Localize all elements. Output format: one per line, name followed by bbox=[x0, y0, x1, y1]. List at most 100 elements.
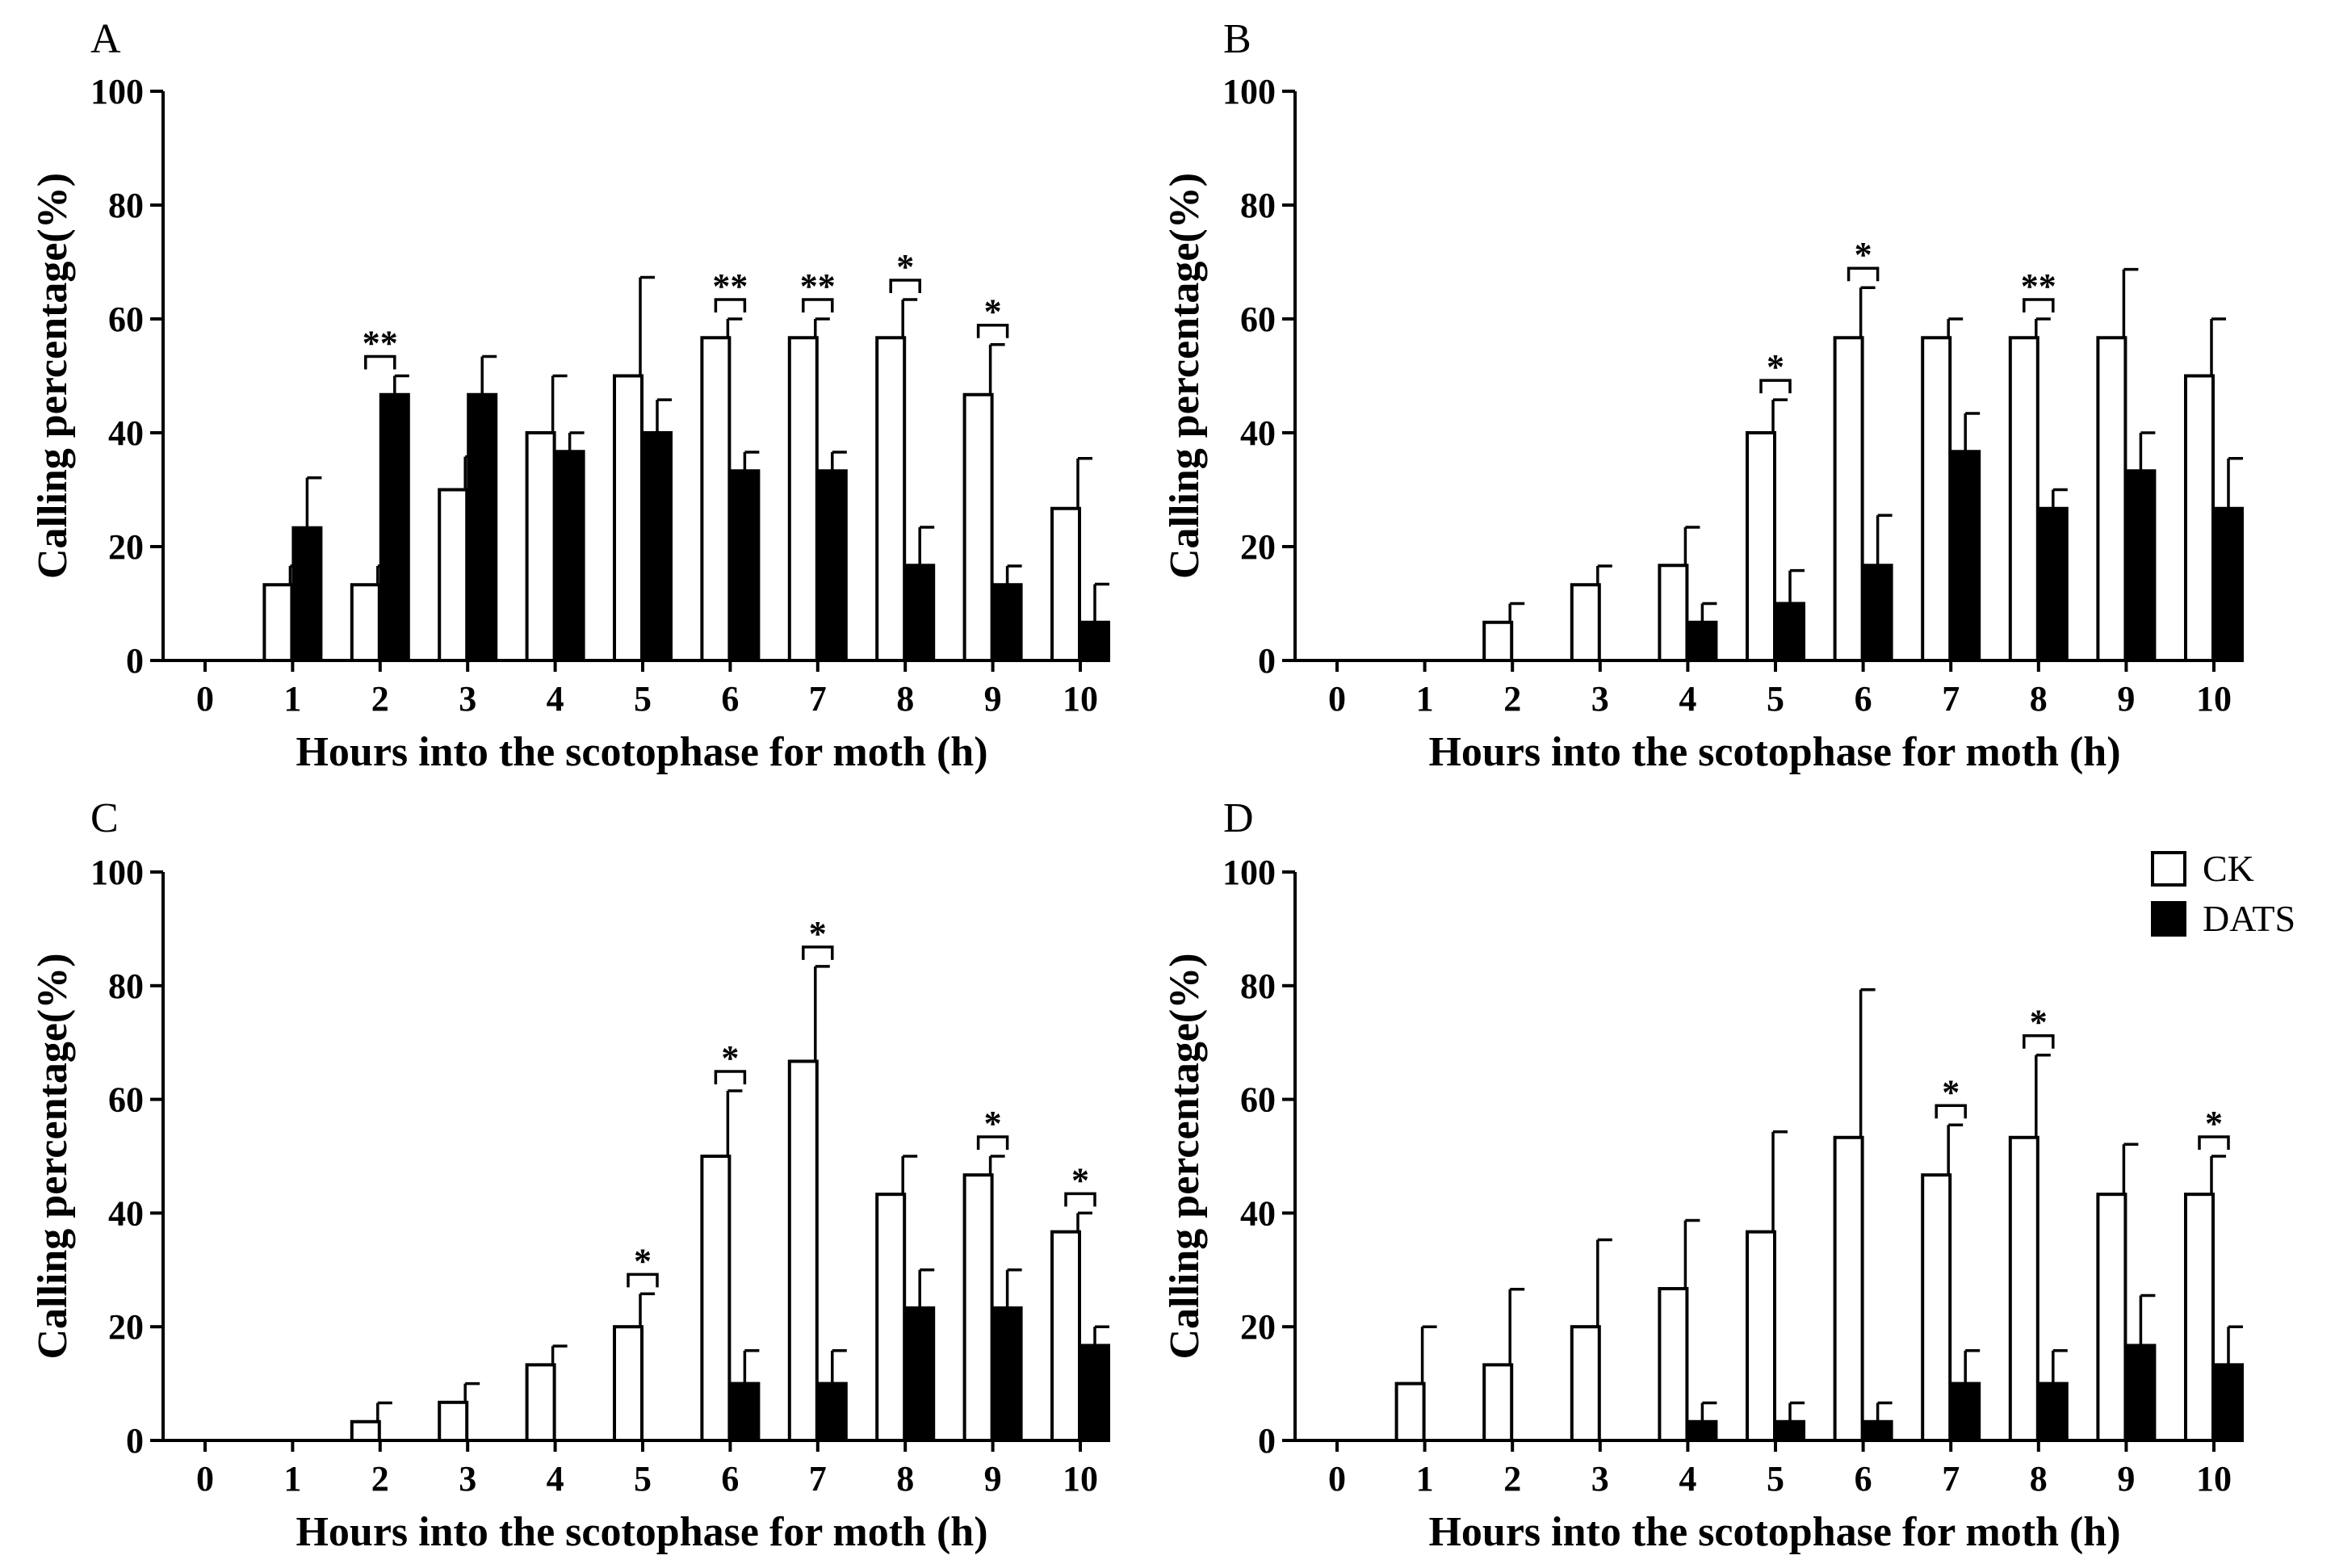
bar-ck bbox=[2008, 1135, 2039, 1442]
bar-ck bbox=[700, 1155, 732, 1442]
bar-dats bbox=[467, 392, 498, 662]
significance-marker: * bbox=[1071, 1160, 1089, 1200]
bar-dats bbox=[554, 450, 585, 662]
panel-letter: D bbox=[1223, 795, 1254, 841]
bar-ck bbox=[1394, 1381, 1426, 1442]
bar-dats bbox=[1775, 602, 1805, 662]
bar-ck bbox=[2184, 374, 2215, 662]
x-tick-label: 6 bbox=[1855, 679, 1872, 719]
panel-b: B 0 20 40 60 80 100 0 1 2 3 4 5 6 7 8 9 10 Hours into the … bbox=[1162, 16, 2244, 775]
bar-ck bbox=[525, 1363, 556, 1443]
bar-ck bbox=[613, 1325, 643, 1442]
bar-dats bbox=[1950, 450, 1981, 662]
x-tick-label: 5 bbox=[634, 1459, 652, 1499]
bar-ck bbox=[1833, 336, 1864, 662]
x-tick-label: 6 bbox=[721, 1459, 739, 1499]
bar-ck bbox=[1921, 1173, 1952, 1443]
x-tick-label: 9 bbox=[984, 1459, 1002, 1499]
bar-dats bbox=[1079, 620, 1110, 663]
bar-ck bbox=[1570, 1325, 1601, 1442]
significance-marker: * bbox=[896, 247, 914, 287]
x-tick-label: 1 bbox=[283, 679, 301, 719]
y-tick-label: 80 bbox=[108, 186, 144, 225]
bar-ck bbox=[2096, 336, 2127, 662]
x-tick-label: 0 bbox=[196, 679, 214, 719]
significance-bracket bbox=[714, 1070, 747, 1085]
x-axis-title: Hours into the scotophase for moth (h) bbox=[1428, 1509, 2120, 1555]
bar-ck bbox=[1050, 1230, 1081, 1442]
y-tick-label: 60 bbox=[108, 300, 144, 339]
x-tick-label: 2 bbox=[371, 679, 389, 719]
y-tick-label: 40 bbox=[108, 1193, 144, 1233]
x-tick-label: 5 bbox=[1767, 679, 1784, 719]
bar-ck bbox=[875, 336, 907, 662]
bar-ck bbox=[438, 1400, 469, 1443]
x-tick-label: 1 bbox=[1416, 679, 1434, 719]
x-tick-label: 10 bbox=[2196, 1459, 2232, 1499]
y-axis-title: Calling percentage(%) bbox=[1162, 953, 1208, 1359]
bar-dats bbox=[379, 392, 410, 662]
x-tick-label: 7 bbox=[809, 679, 827, 719]
bar-dats bbox=[291, 526, 323, 662]
x-axis-title: Hours into the scotophase for moth (h) bbox=[1428, 729, 2120, 775]
bar-ck bbox=[2096, 1193, 2127, 1442]
significance-bracket bbox=[627, 1272, 659, 1288]
significance-marker: * bbox=[721, 1038, 739, 1078]
significance-bracket bbox=[802, 298, 834, 312]
bar-dats bbox=[816, 469, 848, 662]
x-axis-title: Hours into the scotophase for moth (h) bbox=[296, 1509, 987, 1555]
y-axis-title: Calling percentage(%) bbox=[30, 173, 76, 579]
significance-marker: ** bbox=[712, 266, 748, 306]
significance-marker: * bbox=[1942, 1072, 1960, 1112]
significance-bracket bbox=[2023, 1033, 2055, 1049]
y-tick-label: 0 bbox=[1258, 641, 1276, 681]
bar-ck bbox=[1482, 1363, 1514, 1443]
bar-dats bbox=[1862, 564, 1893, 663]
bar-dats bbox=[2213, 506, 2244, 663]
bar-ck bbox=[2008, 336, 2039, 662]
x-tick-label: 3 bbox=[459, 679, 476, 719]
significance-bracket bbox=[1847, 266, 1880, 282]
bar-ck bbox=[1482, 620, 1514, 663]
y-tick-label: 0 bbox=[1258, 1421, 1276, 1461]
bar-ck bbox=[1746, 431, 1776, 662]
bar-ck bbox=[1658, 1287, 1689, 1442]
y-tick-label: 20 bbox=[1240, 1307, 1276, 1347]
bar-ck bbox=[962, 392, 994, 662]
bar-dats bbox=[1687, 1419, 1718, 1442]
bar-dats bbox=[2125, 1344, 2157, 1443]
bar-dats bbox=[729, 469, 761, 662]
y-tick-label: 40 bbox=[1240, 413, 1276, 453]
y-tick-label: 60 bbox=[1240, 1080, 1276, 1120]
x-tick-label: 1 bbox=[1416, 1459, 1434, 1499]
significance-marker: * bbox=[809, 914, 827, 954]
bar-ck bbox=[1050, 506, 1081, 663]
bar-ck bbox=[350, 583, 381, 662]
panel-c: C 0 20 40 60 80 100 0 1 2 3 4 5 6 7 8 9 10 Hours into the … bbox=[30, 795, 1110, 1555]
x-tick-label: 3 bbox=[1591, 1459, 1609, 1499]
x-tick-label: 8 bbox=[2030, 1459, 2048, 1499]
legend-label-ck: CK bbox=[2203, 848, 2254, 889]
significance-bracket bbox=[1759, 379, 1792, 394]
bar-ck bbox=[613, 374, 643, 662]
significance-marker: * bbox=[634, 1241, 652, 1281]
significance-marker: ** bbox=[2021, 266, 2056, 306]
bar-ck bbox=[1921, 336, 1952, 662]
y-axis-title: Calling percentage(%) bbox=[30, 953, 76, 1359]
bar-dats bbox=[1775, 1419, 1805, 1442]
significance-marker: * bbox=[2030, 1003, 2048, 1042]
significance-bracket bbox=[2023, 298, 2055, 312]
bar-ck bbox=[350, 1419, 381, 1442]
x-tick-label: 0 bbox=[1328, 1459, 1346, 1499]
significance-bracket bbox=[364, 354, 396, 370]
bar-dats bbox=[2125, 469, 2157, 662]
x-tick-label: 4 bbox=[547, 679, 564, 719]
bar-dats bbox=[1862, 1419, 1893, 1442]
legend: CK DATS bbox=[2151, 848, 2295, 939]
bar-ck bbox=[962, 1173, 994, 1443]
significance-marker: * bbox=[1767, 347, 1784, 387]
bar-dats bbox=[991, 1306, 1023, 1443]
bar-dats bbox=[2213, 1363, 2244, 1443]
significance-marker: * bbox=[984, 1104, 1002, 1143]
